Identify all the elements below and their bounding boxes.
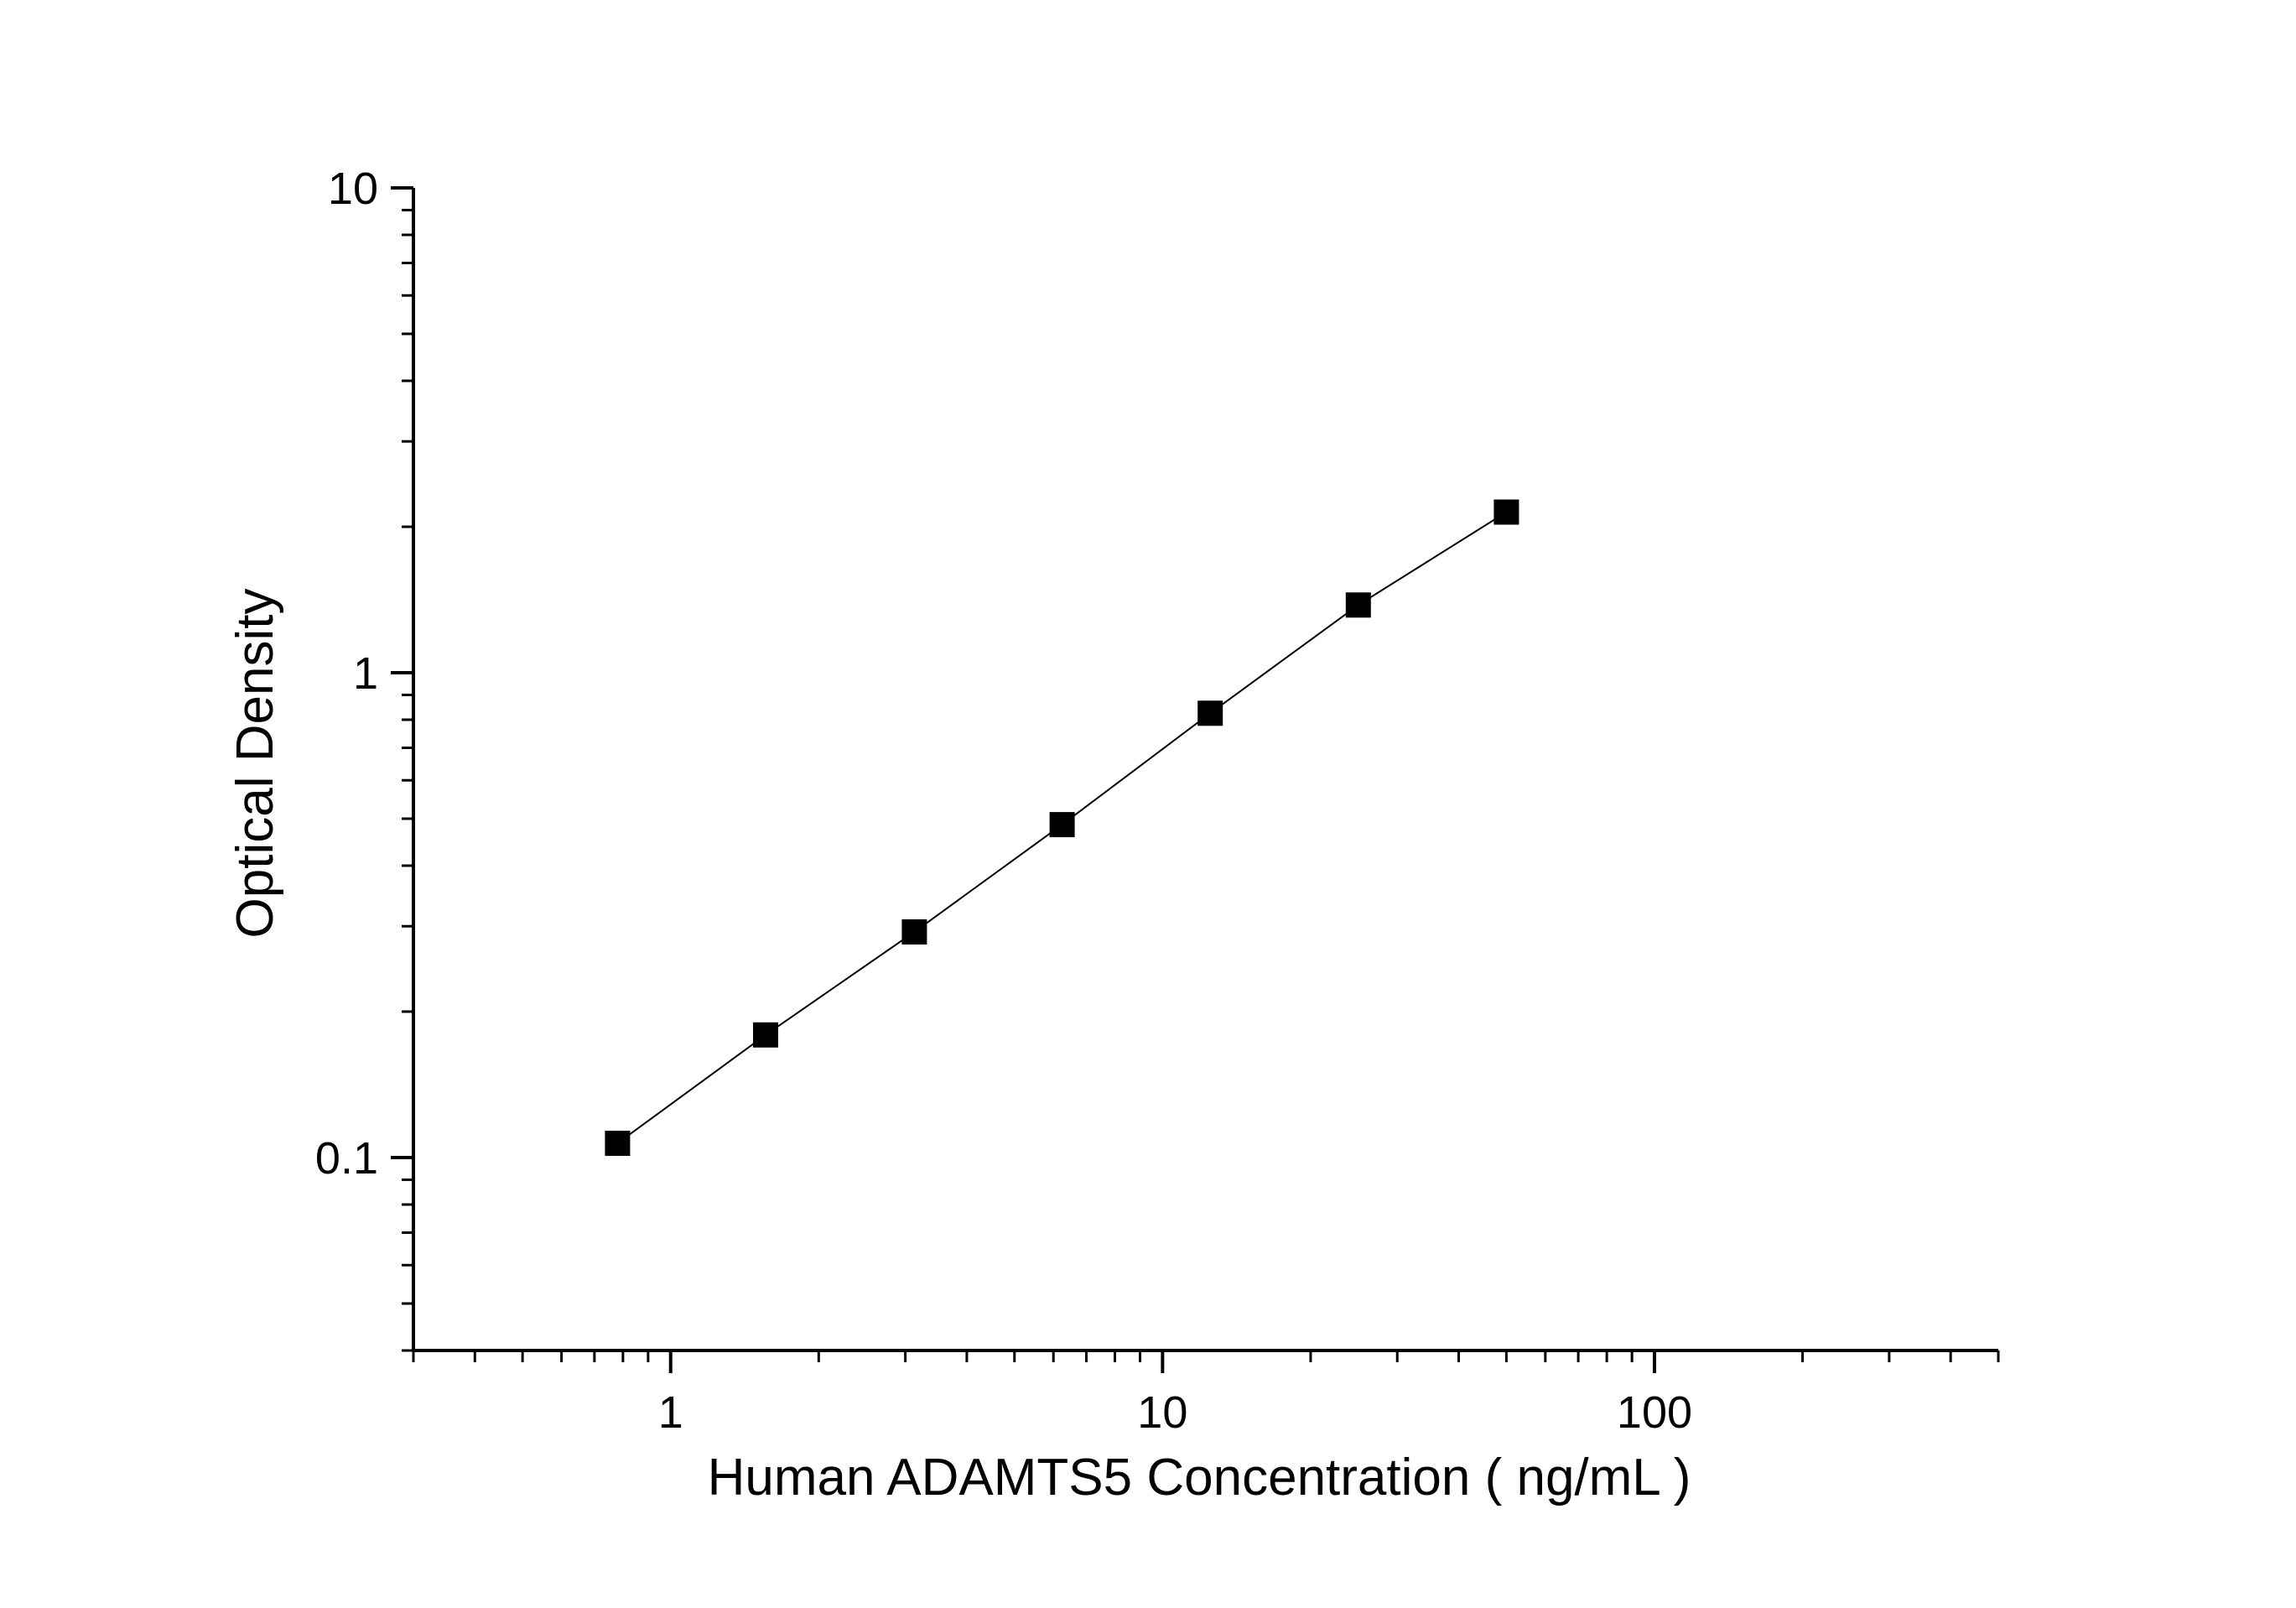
series [605,499,1519,1156]
data-point [1345,592,1371,618]
x-tick-label: 1 [658,1387,683,1438]
data-point [753,1022,778,1048]
ticks: 1 10 100 10 1 0.1 [315,164,2000,1438]
data-point [1197,700,1223,726]
data-point [901,919,927,945]
y-tick-label: 1 [353,648,378,699]
y-axis-title: Optical Density [226,589,284,939]
x-axis-title: Human ADAMTS5 Concentration ( ng/mL ) [708,1449,1691,1507]
axes [412,188,1998,1352]
x-tick-label: 10 [1137,1387,1187,1438]
data-point [605,1131,631,1156]
x-tick-label: 100 [1617,1387,1692,1438]
y-tick-label: 0.1 [315,1133,378,1184]
y-tick-label: 10 [328,164,378,214]
data-point [1493,499,1519,525]
data-point [1049,812,1075,838]
